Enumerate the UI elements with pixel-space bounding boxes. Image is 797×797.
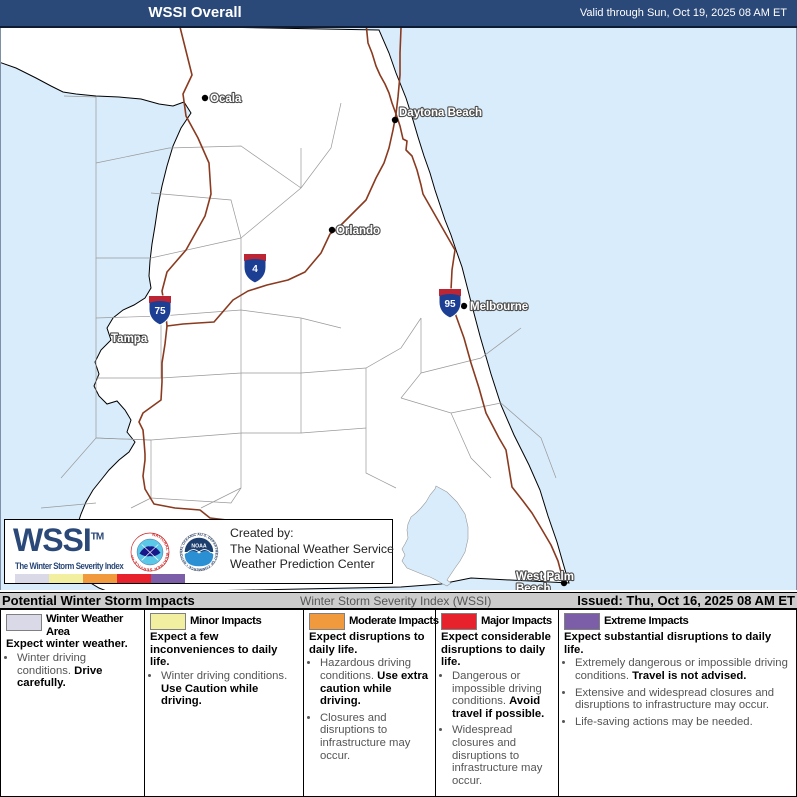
svg-text:Ocala: Ocala	[210, 93, 242, 105]
svg-text:NOAA: NOAA	[191, 544, 207, 550]
svg-text:75: 75	[154, 306, 166, 317]
svg-text:Melbourne: Melbourne	[470, 301, 528, 313]
svg-text:95: 95	[444, 299, 456, 310]
svg-text:Orlando: Orlando	[336, 225, 380, 237]
svg-text:Daytona Beach: Daytona Beach	[399, 107, 482, 119]
svg-text:Tampa: Tampa	[111, 333, 148, 345]
svg-text:Beach: Beach	[516, 583, 551, 590]
svg-text:West Palm: West Palm	[516, 571, 574, 583]
svg-text:4: 4	[252, 264, 258, 275]
